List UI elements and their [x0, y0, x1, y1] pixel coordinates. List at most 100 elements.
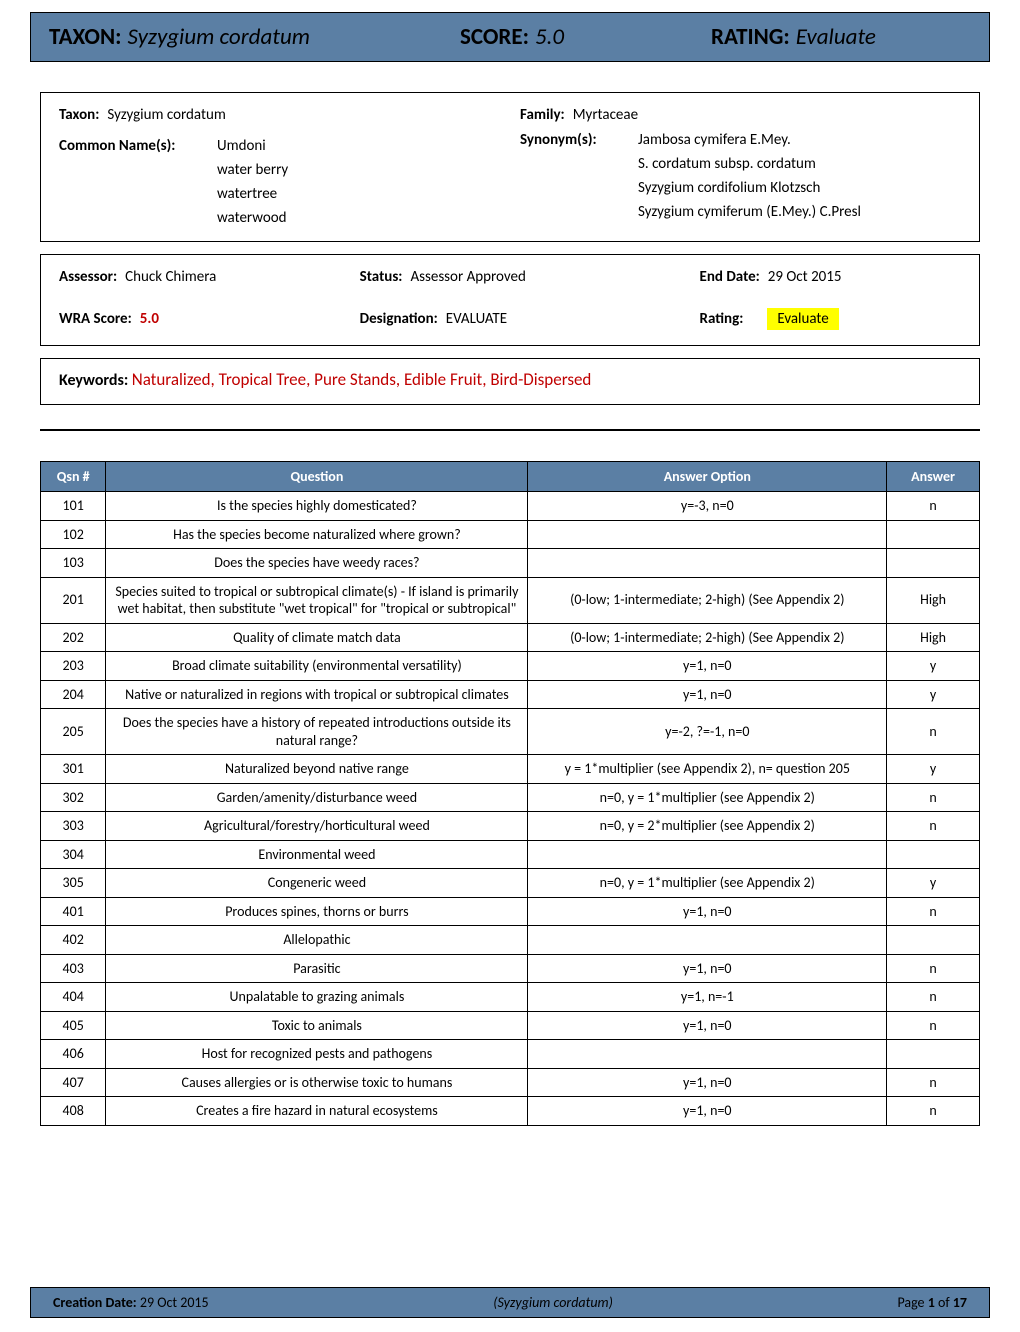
table-row: 102Has the species become naturalized wh…	[41, 520, 980, 549]
cell-question: Does the species have a history of repea…	[106, 709, 528, 755]
table-row: 303Agricultural/forestry/horticultural w…	[41, 812, 980, 841]
designation-label: Designation:	[360, 307, 438, 331]
footer-creation: Creation Date: 29 Oct 2015	[53, 1294, 209, 1311]
taxon-info-box: Taxon: Syzygium cordatum Family: Myrtace…	[40, 92, 980, 242]
cell-answer-option: y=1, n=0	[528, 954, 887, 983]
cell-answer	[887, 926, 980, 955]
synonym-item: Jambosa cymifera E.Mey.	[638, 131, 861, 149]
cell-answer-option: y=1, n=0	[528, 680, 887, 709]
cell-qsn: 103	[41, 549, 106, 578]
table-row: 402Allelopathic	[41, 926, 980, 955]
rating-row: Rating: Evaluate	[700, 307, 961, 331]
cell-answer-option	[528, 549, 887, 578]
cell-question: Environmental weed	[106, 840, 528, 869]
status-row: Status: Assessor Approved	[360, 265, 700, 289]
cell-answer-option: y=-3, n=0	[528, 492, 887, 521]
cell-answer: High	[887, 577, 980, 623]
cell-answer-option: y = 1*multiplier (see Appendix 2), n= qu…	[528, 755, 887, 784]
designation-value: EVALUATE	[446, 307, 507, 331]
questions-table: Qsn # Question Answer Option Answer 101I…	[40, 461, 980, 1126]
col-header-answer: Answer	[887, 462, 980, 492]
cell-answer: n	[887, 709, 980, 755]
cell-answer: n	[887, 897, 980, 926]
footer-creation-label: Creation Date:	[53, 1294, 137, 1311]
cell-answer-option: (0-low; 1-intermediate; 2-high) (See App…	[528, 623, 887, 652]
cell-question: Unpalatable to grazing animals	[106, 983, 528, 1012]
cell-question: Host for recognized pests and pathogens	[106, 1040, 528, 1069]
col-header-qsn: Qsn #	[41, 462, 106, 492]
table-row: 203Broad climate suitability (environmen…	[41, 652, 980, 681]
cell-question: Has the species become naturalized where…	[106, 520, 528, 549]
cell-answer-option: y=1, n=0	[528, 897, 887, 926]
cell-qsn: 304	[41, 840, 106, 869]
assessor-label: Assessor:	[59, 265, 117, 289]
keywords-box: Keywords: Naturalized, Tropical Tree, Pu…	[40, 358, 980, 405]
cell-qsn: 102	[41, 520, 106, 549]
rating-label: Rating:	[700, 310, 744, 328]
family-label: Family:	[520, 103, 565, 127]
cell-qsn: 101	[41, 492, 106, 521]
cell-question: Produces spines, thorns or burrs	[106, 897, 528, 926]
cell-qsn: 203	[41, 652, 106, 681]
cell-answer: n	[887, 1068, 980, 1097]
cell-qsn: 201	[41, 577, 106, 623]
cell-question: Parasitic	[106, 954, 528, 983]
cell-answer-option: y=1, n=0	[528, 652, 887, 681]
cell-question: Creates a fire hazard in natural ecosyst…	[106, 1097, 528, 1126]
cell-question: Species suited to tropical or subtropica…	[106, 577, 528, 623]
cell-question: Allelopathic	[106, 926, 528, 955]
cell-answer-option: n=0, y = 1*multiplier (see Appendix 2)	[528, 869, 887, 898]
table-row: 202Quality of climate match data(0-low; …	[41, 623, 980, 652]
table-row: 101Is the species highly domesticated?y=…	[41, 492, 980, 521]
cell-answer-option: y=-2, ?=-1, n=0	[528, 709, 887, 755]
header-rating: RATING: Evaluate	[711, 23, 971, 51]
cell-question: Quality of climate match data	[106, 623, 528, 652]
footer-subject: (Syzygium cordatum)	[493, 1294, 613, 1311]
footer-page-of: of	[938, 1294, 950, 1311]
cell-answer: n	[887, 492, 980, 521]
header-rating-label: RATING:	[711, 23, 790, 51]
cell-qsn: 302	[41, 783, 106, 812]
table-row: 304Environmental weed	[41, 840, 980, 869]
keywords-value: Naturalized, Tropical Tree, Pure Stands,…	[132, 369, 592, 390]
section-divider	[40, 429, 980, 431]
end-date-label: End Date:	[700, 265, 760, 289]
footer-page-total: 17	[953, 1294, 967, 1311]
header-taxon-label: TAXON:	[49, 23, 121, 51]
status-value: Assessor Approved	[410, 265, 525, 289]
footer-page-current: 1	[928, 1294, 935, 1311]
synonym-item: Syzygium cordifolium Klotzsch	[638, 179, 861, 197]
keywords-label: Keywords:	[59, 371, 128, 390]
cell-qsn: 202	[41, 623, 106, 652]
cell-answer: n	[887, 812, 980, 841]
cell-answer	[887, 520, 980, 549]
cell-qsn: 205	[41, 709, 106, 755]
table-header-row: Qsn # Question Answer Option Answer	[41, 462, 980, 492]
cell-answer-option	[528, 926, 887, 955]
synonyms: Synonym(s): Jambosa cymifera E.Mey. S. c…	[520, 131, 961, 227]
cell-answer: n	[887, 1011, 980, 1040]
common-name-item: watertree	[217, 185, 288, 203]
cell-answer-option: y=1, n=-1	[528, 983, 887, 1012]
cell-question: Agricultural/forestry/horticultural weed	[106, 812, 528, 841]
common-name-item: Umdoni	[217, 137, 288, 155]
family-value: Myrtaceae	[573, 103, 638, 127]
common-names-label: Common Name(s):	[59, 137, 199, 227]
designation-row: Designation: EVALUATE	[360, 307, 700, 331]
cell-answer: n	[887, 783, 980, 812]
cell-answer: n	[887, 983, 980, 1012]
cell-question: Toxic to animals	[106, 1011, 528, 1040]
table-row: 404Unpalatable to grazing animalsy=1, n=…	[41, 983, 980, 1012]
wra-score-label: WRA Score:	[59, 307, 132, 331]
cell-answer: n	[887, 954, 980, 983]
cell-question: Does the species have weedy races?	[106, 549, 528, 578]
synonym-item: Syzygium cymiferum (E.Mey.) C.Presl	[638, 203, 861, 221]
table-row: 205Does the species have a history of re…	[41, 709, 980, 755]
cell-question: Garden/amenity/disturbance weed	[106, 783, 528, 812]
cell-question: Native or naturalized in regions with tr…	[106, 680, 528, 709]
wra-score-value: 5.0	[140, 307, 159, 331]
cell-qsn: 407	[41, 1068, 106, 1097]
cell-qsn: 303	[41, 812, 106, 841]
cell-answer-option	[528, 520, 887, 549]
header-taxon-value: Syzygium cordatum	[127, 23, 310, 51]
